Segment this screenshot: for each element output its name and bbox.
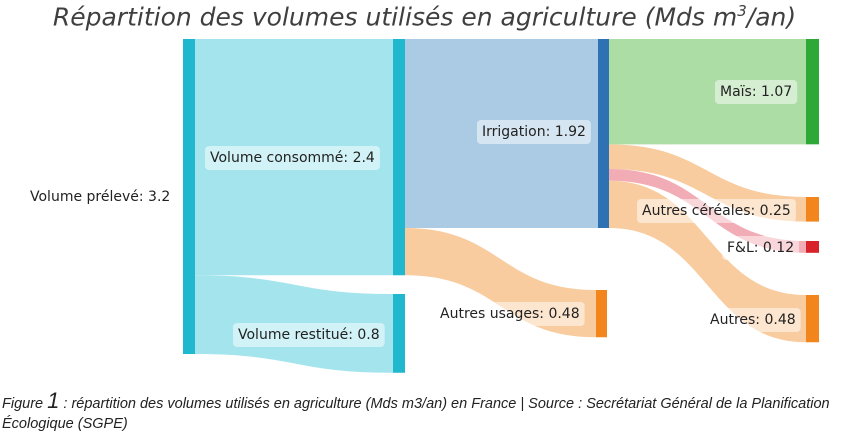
chart-title: Répartition des volumes utilisés en agri…: [0, 2, 849, 31]
node-label-autres_usages: Autres usages: 0.48: [435, 302, 585, 326]
chart-title-superscript: 3: [737, 2, 747, 20]
node-label-irrigation: Irrigation: 1.92: [477, 120, 591, 144]
node-label-text-fl: F&L: 0.12: [727, 240, 794, 256]
chart-title-text: Répartition des volumes utilisés en agri…: [52, 2, 738, 32]
sankey-node-mais: [806, 39, 819, 145]
node-label-mais: Maïs: 1.07: [715, 80, 798, 104]
sankey-node-restitue: [393, 294, 405, 373]
node-label-fl: F&L: 0.12: [722, 236, 800, 260]
sankey-node-irrigation: [598, 39, 609, 228]
node-label-restitue: Volume restitué: 0.8: [233, 323, 385, 347]
sankey-node-autres: [806, 295, 819, 343]
node-label-preleve: Volume prélevé: 3.2: [30, 189, 170, 205]
node-label-box-mais: [715, 80, 798, 104]
node-label-text-irrigation: Irrigation: 1.92: [482, 124, 586, 140]
node-label-text-mais: Maïs: 1.07: [720, 84, 792, 100]
sankey-chart: Volume prélevé: 3.2 Volume consommé: 2.4 V…: [30, 39, 819, 373]
sankey-node-fl: [806, 241, 819, 253]
caption-text: : répartition des volumes utilisés en ag…: [2, 396, 830, 432]
sankey-labels: Volume prélevé: 3.2 Volume consommé: 2.4 V…: [30, 80, 801, 347]
sankey-node-consomme: [393, 39, 405, 276]
figure-caption: Figure 1 : répartition des volumes utili…: [2, 388, 847, 434]
sankey-node-cereales: [806, 197, 819, 222]
caption-figure-number: 1: [47, 388, 60, 413]
node-label-box-irrigation: [477, 120, 591, 144]
chart-title-suffix: /an): [746, 2, 797, 32]
sankey-node-autres_usages: [596, 290, 607, 338]
node-label-box-cereales: [637, 199, 796, 223]
node-label-box-restitue: [233, 323, 385, 347]
node-label-consomme: Volume consommé: 2.4: [205, 146, 380, 170]
node-label-text-restitue: Volume restitué: 0.8: [238, 327, 380, 343]
node-label-autres: Autres: 0.48: [705, 308, 801, 332]
node-label-box-autres: [705, 308, 801, 332]
node-label-text-cereales: Autres céréales: 0.25: [642, 203, 791, 219]
node-label-text-consomme: Volume consommé: 2.4: [210, 150, 375, 166]
node-label-cereales: Autres céréales: 0.25: [637, 199, 796, 223]
node-label-text-autres: Autres: 0.48: [710, 312, 796, 328]
node-label-text-autres_usages: Autres usages: 0.48: [440, 306, 580, 322]
sankey-link-irrigation-to-mais: [609, 39, 806, 145]
node-label-box-consomme: [205, 146, 380, 170]
caption-prefix: Figure: [2, 396, 48, 412]
node-label-text-preleve: Volume prélevé: 3.2: [30, 189, 170, 205]
node-label-box-autres_usages: [435, 302, 585, 326]
sankey-node-preleve: [183, 39, 195, 354]
sankey-nodes: [183, 39, 819, 373]
node-label-box-fl: [722, 236, 800, 260]
